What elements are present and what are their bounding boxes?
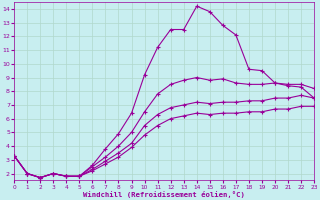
X-axis label: Windchill (Refroidissement éolien,°C): Windchill (Refroidissement éolien,°C) bbox=[83, 191, 245, 198]
